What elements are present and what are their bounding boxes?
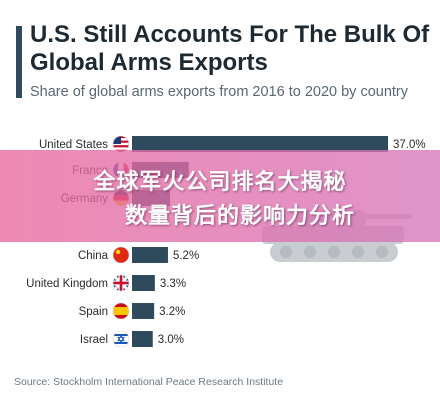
category-label-china: China: [78, 250, 109, 262]
chart-subtitle: Share of global arms exports from 2016 t…: [30, 84, 409, 100]
bar-united-kingdom: [132, 275, 155, 291]
source-note: Source: Stockholm International Peace Re…: [14, 376, 284, 388]
category-label-israel: Israel: [80, 334, 108, 346]
promo-overlay-banner: 全球军火公司排名大揭秘 数量背后的影响力分析: [0, 150, 440, 242]
title-accent-bar: [16, 26, 22, 98]
category-label-spain: Spain: [79, 306, 108, 318]
chart-title: U.S. Still Accounts For The Bulk Of Glob…: [30, 21, 430, 76]
value-label-spain: 3.2%: [159, 306, 185, 318]
israel-flag-icon: [112, 330, 130, 348]
category-label-united-states: United States: [39, 139, 108, 151]
bar-china: [132, 247, 168, 263]
china-flag-icon: [112, 246, 130, 264]
bar-united-states: [132, 136, 388, 152]
value-label-israel: 3.0%: [158, 334, 184, 346]
spain-flag-icon: [112, 302, 130, 320]
uk-flag-icon: [112, 274, 130, 292]
category-label-united-kingdom: United Kingdom: [26, 278, 108, 290]
bar-spain: [132, 303, 155, 319]
value-label-united-states: 37.0%: [393, 139, 426, 151]
overlay-headline-line2: 数量背后的影响力分析: [124, 204, 355, 229]
overlay-headline-line1: 全球军火公司排名大揭秘: [93, 170, 347, 195]
value-label-united-kingdom: 3.3%: [160, 278, 186, 290]
value-label-china: 5.2%: [173, 250, 199, 262]
bar-israel: [132, 331, 153, 347]
